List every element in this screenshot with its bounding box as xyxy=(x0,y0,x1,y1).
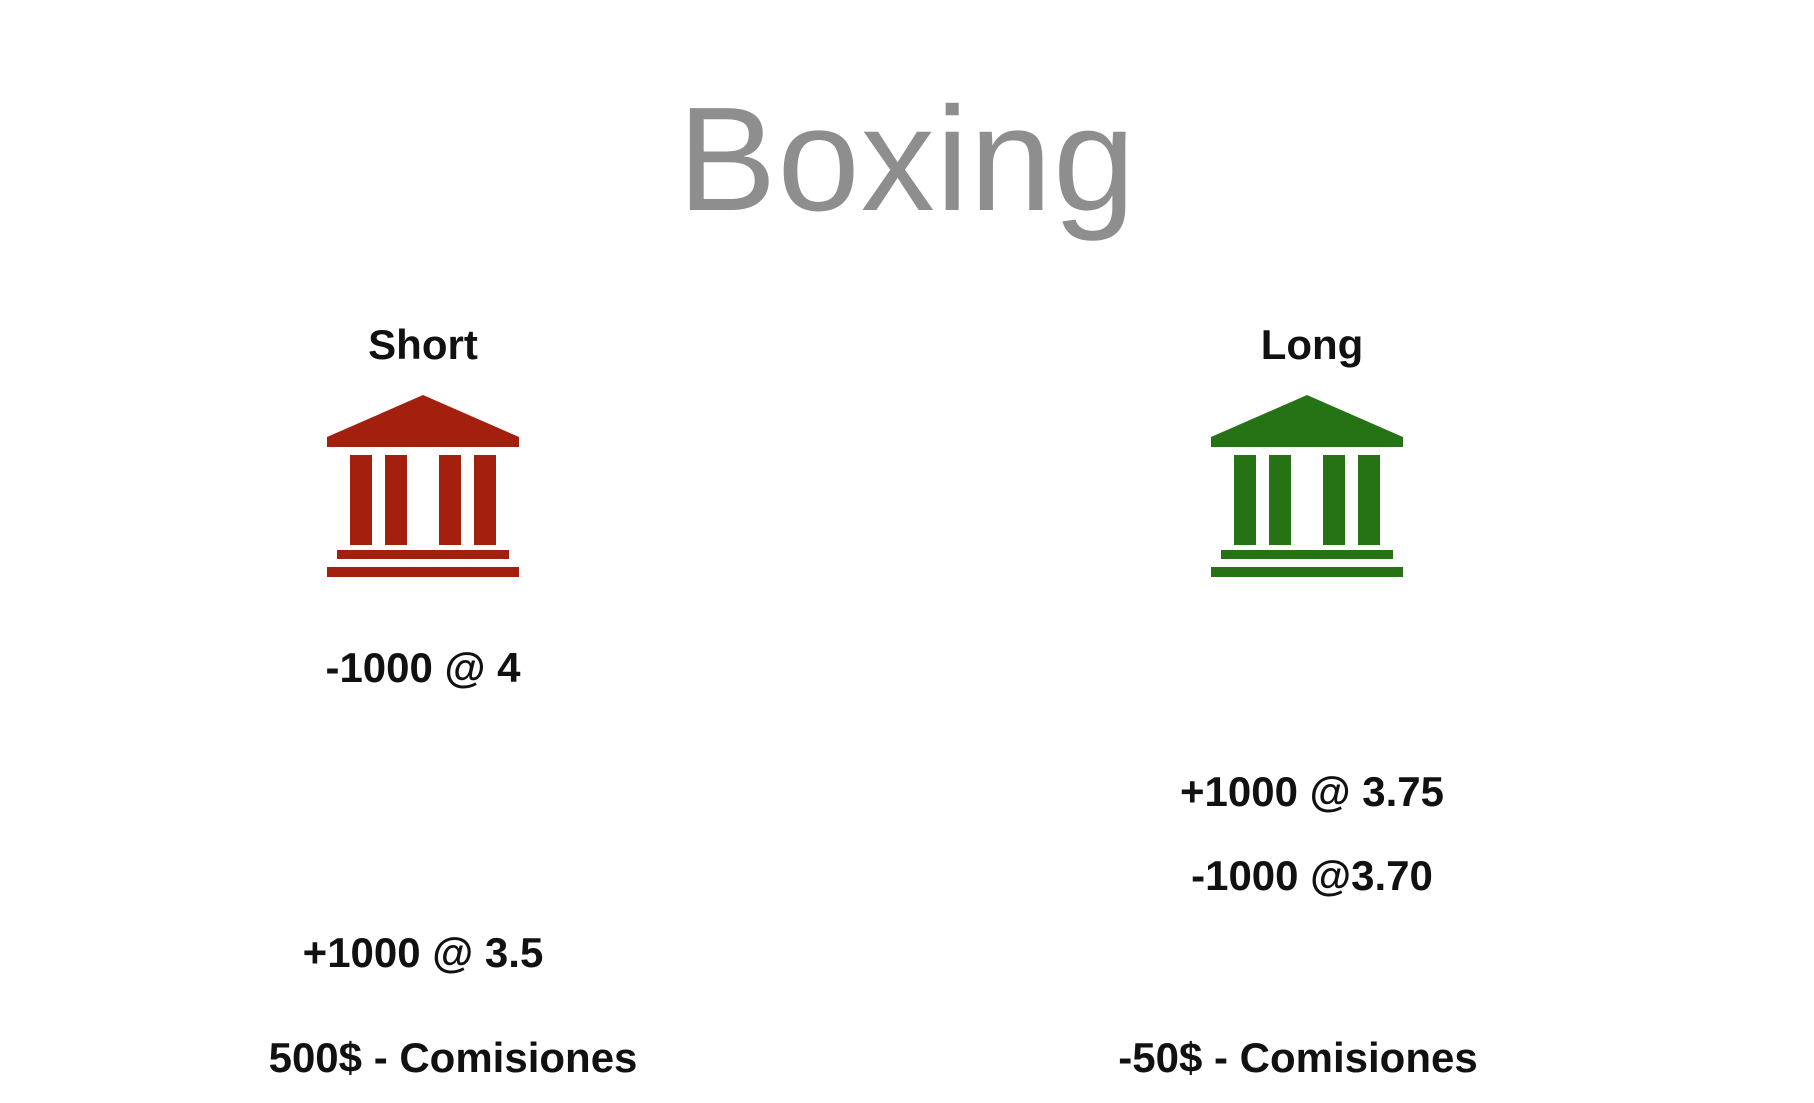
bank-building-icon xyxy=(327,395,519,577)
bank-icon-shape xyxy=(1211,395,1403,577)
short-result: 500$ - Comisiones xyxy=(268,1034,638,1081)
slide-title: Boxing xyxy=(677,77,1137,242)
short-open-trade: -1000 @ 4 xyxy=(325,644,521,691)
long-label: Long xyxy=(1260,321,1364,368)
bank-building-icon xyxy=(1211,395,1403,577)
short-close-trade: +1000 @ 3.5 xyxy=(302,929,544,976)
long-result: -50$ - Comisiones xyxy=(1118,1034,1478,1081)
long-open-trade: +1000 @ 3.75 xyxy=(1180,768,1444,815)
long-close-trade: -1000 @3.70 xyxy=(1191,852,1433,899)
bank-icon-shape xyxy=(327,395,519,577)
short-label: Short xyxy=(368,321,478,368)
